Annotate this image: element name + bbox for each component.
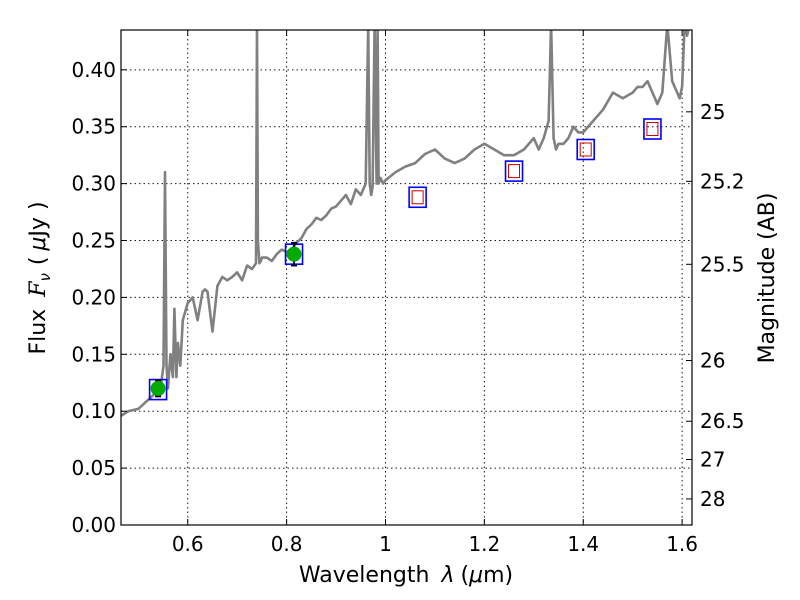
- right-tick-label: 28: [700, 487, 725, 511]
- y-tick-label: 0.05: [71, 456, 116, 480]
- plot-frame: [120, 29, 693, 526]
- y-axis-left: 0.00 0.05 0.10 0.15 0.20 0.25 0.30 0.35 0.40: [71, 58, 127, 537]
- spectrum-line: [121, 30, 690, 417]
- x-tick-label: 1.2: [468, 532, 500, 556]
- y-tick-label: 0.20: [71, 285, 116, 309]
- model-point-inner: [579, 142, 592, 157]
- right-tick-label: 25.2: [700, 169, 745, 193]
- y-axis-right-label: Magnitude (AB): [755, 193, 780, 364]
- y-tick-label: 0.15: [71, 342, 116, 366]
- y-axis-right: 25 25.2 25.5 26 26.5 27 28: [686, 100, 745, 511]
- x-axis: 0.6 0.8 1 1.2 1.4 1.6: [172, 30, 698, 556]
- model-point-inner: [411, 190, 424, 205]
- model-point-inner: [508, 164, 521, 179]
- y-tick-label: 0.25: [71, 229, 116, 253]
- plot-area: [121, 30, 690, 417]
- y-tick-label: 0.40: [71, 58, 116, 82]
- right-tick-label: 25: [700, 100, 725, 124]
- model-point-box: [408, 186, 427, 209]
- model-point-box: [504, 160, 524, 182]
- x-tick-label: 1.6: [666, 532, 698, 556]
- x-tick-label: 0.6: [172, 532, 204, 556]
- y-tick-label: 0.10: [71, 399, 116, 423]
- x-tick-label: 0.8: [271, 532, 303, 556]
- y-tick-label: 0.35: [71, 115, 116, 139]
- y-tick-label: 0.00: [71, 513, 116, 537]
- y-axis-label: FluxFν(μJy ): [26, 201, 54, 354]
- x-tick-label: 1.4: [567, 532, 599, 556]
- right-tick-label: 26.5: [700, 409, 745, 433]
- model-point-box: [576, 138, 596, 161]
- right-tick-label: 26: [700, 349, 725, 373]
- observed-point: [150, 380, 166, 396]
- x-tick-label: 1: [379, 532, 392, 556]
- right-tick-label: 27: [700, 448, 725, 472]
- x-axis-label: Wavelength λ (μm): [299, 563, 513, 588]
- y-tick-label: 0.30: [71, 172, 116, 196]
- model-point-box: [643, 118, 662, 140]
- model-point-inner: [646, 122, 659, 136]
- right-tick-label: 25.5: [700, 252, 745, 276]
- observed-point: [286, 246, 302, 262]
